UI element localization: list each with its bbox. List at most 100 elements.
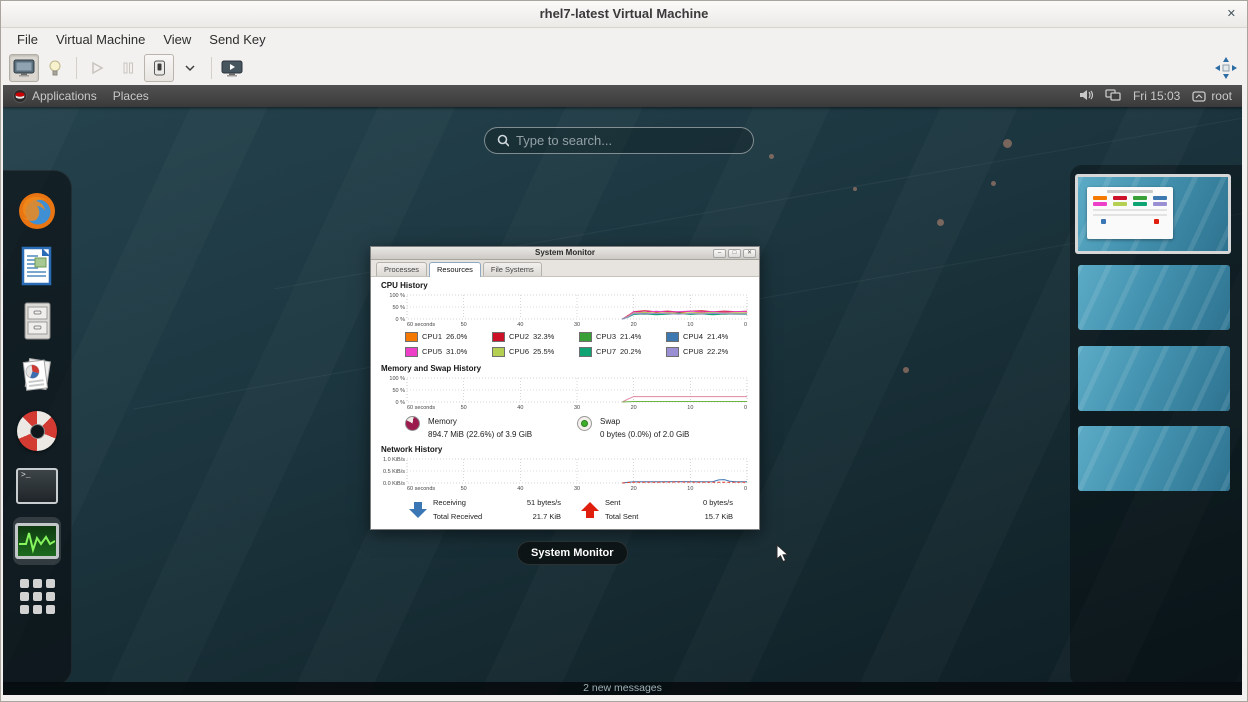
workspace-panel xyxy=(1070,165,1242,686)
svg-text:60 seconds: 60 seconds xyxy=(407,405,435,411)
mini-system-monitor-window xyxy=(1087,187,1173,239)
network-displays-icon xyxy=(1105,88,1121,101)
shutdown-icon xyxy=(153,60,165,76)
places-menu[interactable]: Places xyxy=(112,89,149,103)
menu-item-send-key[interactable]: Send Key xyxy=(209,32,266,47)
dash-item-documents[interactable] xyxy=(13,352,61,400)
svg-text:40: 40 xyxy=(517,405,523,411)
message-tray[interactable]: 2 new messages xyxy=(3,682,1242,695)
svg-text:10: 10 xyxy=(687,322,693,328)
dash-item-file-manager[interactable] xyxy=(13,297,61,345)
workspace-thumbnail-3[interactable] xyxy=(1078,346,1230,411)
dash-item-terminal[interactable]: >_ xyxy=(13,462,61,510)
fullscreen-button[interactable] xyxy=(217,54,247,82)
svg-text:50 %: 50 % xyxy=(392,305,405,311)
vm-display[interactable]: Applications Places Fri 15:03 root xyxy=(3,85,1242,695)
waveform-icon xyxy=(19,532,55,554)
system-monitor-titlebar[interactable]: System Monitor – □ ✕ xyxy=(371,247,759,260)
cpu-legend-entry: CPU6 25.5% xyxy=(492,345,575,358)
svg-text:100 %: 100 % xyxy=(389,376,405,382)
receiving-entry: Receiving 51 bytes/s Total Received 21.7… xyxy=(405,498,577,521)
maximize-button[interactable]: □ xyxy=(728,249,741,258)
svg-text:0: 0 xyxy=(744,322,747,328)
workspace-thumbnail-2[interactable] xyxy=(1078,265,1230,330)
bg-dot xyxy=(991,181,996,186)
search-bar[interactable] xyxy=(484,127,754,154)
volume-indicator[interactable] xyxy=(1079,89,1094,104)
cpu-legend-entry: CPU4 21.4% xyxy=(666,330,749,343)
svg-text:60 seconds: 60 seconds xyxy=(407,322,435,328)
fullscreen-monitor-icon xyxy=(221,60,243,76)
show-details-button[interactable] xyxy=(40,54,70,82)
applications-menu[interactable]: Applications xyxy=(32,89,97,103)
system-monitor-window-buttons: – □ ✕ xyxy=(713,249,756,258)
svg-text:0: 0 xyxy=(744,486,747,492)
toolbar-separator xyxy=(76,57,77,79)
cpu-history-heading: CPU History xyxy=(381,281,428,290)
writer-document-icon xyxy=(21,246,52,286)
svg-text:30: 30 xyxy=(574,486,580,492)
memory-history-heading: Memory and Swap History xyxy=(381,364,482,373)
svg-text:1.0 KiB/s: 1.0 KiB/s xyxy=(383,457,405,463)
network-legend: Receiving 51 bytes/s Total Received 21.7… xyxy=(405,498,749,521)
play-icon xyxy=(92,61,104,75)
svg-text:10: 10 xyxy=(687,405,693,411)
tab-file-systems[interactable]: File Systems xyxy=(482,262,542,276)
clock[interactable]: Fri 15:03 xyxy=(1132,89,1181,103)
pause-icon xyxy=(123,62,133,74)
workspace-thumbnail-4[interactable] xyxy=(1078,426,1230,491)
svg-text:30: 30 xyxy=(574,405,580,411)
tab-processes[interactable]: Processes xyxy=(376,262,428,276)
download-arrow-icon xyxy=(405,501,431,518)
window-close-button[interactable]: ✕ xyxy=(1226,8,1236,20)
menu-item-file[interactable]: File xyxy=(17,32,38,47)
chevron-down-icon xyxy=(185,64,195,71)
activities-hotcorner[interactable]: Applications xyxy=(13,89,97,103)
close-button[interactable]: ✕ xyxy=(743,249,756,258)
memory-label: Memory xyxy=(428,417,457,426)
system-monitor-window[interactable]: System Monitor – □ ✕ Processes Resources… xyxy=(370,246,760,530)
svg-text:50: 50 xyxy=(461,486,467,492)
pause-button[interactable] xyxy=(113,54,143,82)
cpu-legend-entry: CPU3 21.4% xyxy=(579,330,662,343)
dash-item-show-applications[interactable] xyxy=(13,572,61,620)
bg-dot xyxy=(937,219,944,226)
memory-detail: 894.7 MiB (22.6%) of 3.9 GiB xyxy=(428,430,533,439)
toolbar-separator xyxy=(211,57,212,79)
lightbulb-icon xyxy=(49,60,61,75)
cpu8-swatch xyxy=(666,346,679,357)
network-indicator[interactable] xyxy=(1105,88,1121,104)
bg-dot xyxy=(1003,139,1012,148)
cpu-legend-entry: CPU7 20.2% xyxy=(579,345,662,358)
dash-item-help[interactable] xyxy=(13,407,61,455)
cpu2-swatch xyxy=(492,331,505,342)
menu-item-virtual-machine[interactable]: Virtual Machine xyxy=(55,32,146,47)
search-input[interactable] xyxy=(515,133,741,148)
sent-entry: Sent 0 bytes/s Total Sent 15.7 KiB xyxy=(577,498,749,521)
shutdown-button[interactable] xyxy=(144,54,174,82)
workspace-thumbnail-1[interactable] xyxy=(1075,174,1231,254)
user-menu[interactable]: root xyxy=(1192,89,1232,103)
dash-item-libreoffice-writer[interactable] xyxy=(13,242,61,290)
dash-item-system-monitor[interactable] xyxy=(13,517,61,565)
file-cabinet-icon xyxy=(24,302,51,340)
svg-text:50: 50 xyxy=(461,405,467,411)
cpu-legend-entry: CPU5 31.0% xyxy=(405,345,488,358)
search-icon xyxy=(497,134,509,147)
memory-swap-legend: Memory 894.7 MiB (22.6%) of 3.9 GiB Swap… xyxy=(405,416,749,439)
shutdown-menu-button[interactable] xyxy=(175,54,205,82)
window-titlebar[interactable]: rhel7-latest Virtual Machine ✕ xyxy=(1,1,1247,28)
speaker-icon xyxy=(1079,89,1094,100)
resize-to-vm-button[interactable] xyxy=(1215,57,1237,84)
show-graphical-console-button[interactable] xyxy=(9,54,39,82)
svg-text:20: 20 xyxy=(631,486,637,492)
tray-message: 2 new messages xyxy=(583,682,662,694)
cpu3-swatch xyxy=(579,331,592,342)
run-button[interactable] xyxy=(82,54,112,82)
dash: >_ xyxy=(3,170,72,686)
terminal-icon: >_ xyxy=(16,468,58,504)
dash-item-firefox[interactable] xyxy=(13,187,61,235)
minimize-button[interactable]: – xyxy=(713,249,726,258)
menu-item-view[interactable]: View xyxy=(163,32,192,47)
tab-resources[interactable]: Resources xyxy=(429,262,481,277)
